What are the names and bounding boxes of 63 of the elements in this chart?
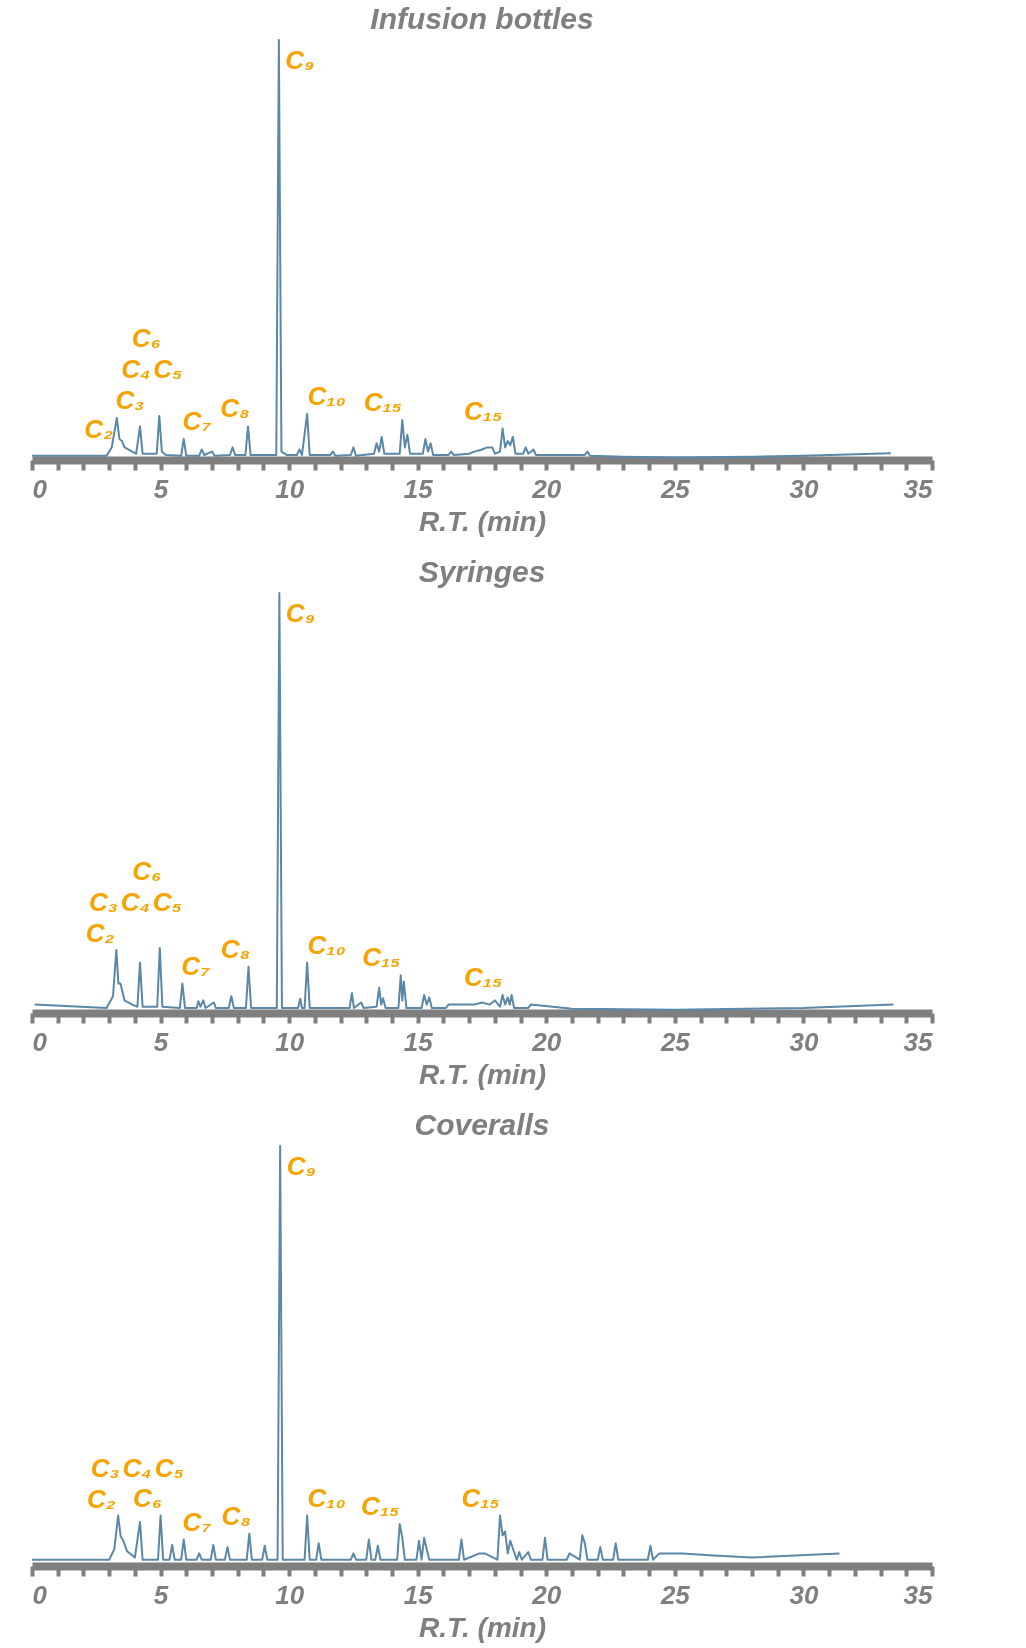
x-tick-label: 5 — [153, 1026, 169, 1057]
annotation: C₁₅ — [361, 1491, 400, 1521]
annotation: C₅ — [152, 887, 182, 917]
annotation: C₈ — [221, 1500, 251, 1531]
chart-title: Coveralls — [414, 1108, 550, 1141]
x-tick-label: 20 — [531, 1026, 562, 1057]
annotation: C₆ — [133, 1482, 163, 1513]
x-tick-label: 15 — [403, 1579, 434, 1610]
annotation: C₇ — [181, 950, 211, 981]
annotation: C₁₀ — [307, 1482, 346, 1513]
x-tick-label: 30 — [789, 473, 819, 504]
x-tick-label: 10 — [275, 473, 305, 504]
annotation: C₄ — [121, 354, 151, 384]
annotation: C₇ — [182, 1506, 212, 1537]
x-tick-label: 0 — [32, 1026, 48, 1057]
x-tick-label: 35 — [903, 473, 934, 504]
chart-title: Syringes — [418, 555, 546, 588]
x-tick-label: 25 — [659, 473, 691, 504]
annotation: C₂ — [86, 1483, 116, 1514]
annotation: C₉ — [286, 1151, 316, 1181]
annotation: C₁₅ — [463, 961, 503, 992]
x-tick-label: 10 — [275, 1579, 305, 1610]
x-axis-title: R.T. (min) — [418, 1058, 547, 1090]
annotation: C₈ — [220, 393, 250, 424]
x-axis-title: R.T. (min) — [418, 505, 547, 537]
x-axis-title: R.T. (min) — [418, 1611, 547, 1643]
annotation: C₉ — [285, 598, 315, 628]
annotation: C₁₅ — [461, 1482, 500, 1513]
annotation: C₄ — [120, 887, 150, 917]
x-tick-label: 25 — [659, 1026, 691, 1057]
x-tick-label: 5 — [153, 473, 169, 504]
x-tick-label: 30 — [789, 1579, 819, 1610]
annotation: C₂ — [84, 414, 114, 445]
chart-title: Infusion bottles — [370, 2, 594, 35]
x-tick-label: 15 — [403, 1026, 434, 1057]
annotation: C₃ — [115, 385, 145, 415]
x-tick-label: 20 — [531, 1579, 562, 1610]
x-tick-label: 25 — [659, 1579, 691, 1610]
annotation: C₃ — [88, 887, 118, 917]
annotation: C₂ — [85, 918, 115, 948]
x-tick-label: 0 — [32, 473, 48, 504]
annotation: C₁₅ — [463, 395, 503, 426]
annotation: C₅ — [153, 354, 183, 384]
x-tick-label: 5 — [153, 1579, 169, 1610]
annotation: C₇ — [182, 406, 212, 436]
annotation: C₁₅ — [363, 387, 402, 418]
x-tick-label: 10 — [275, 1026, 305, 1057]
x-tick-label: 20 — [531, 473, 562, 504]
annotation: C₁₅ — [362, 942, 401, 973]
annotation: C₆ — [131, 323, 161, 353]
annotation: C₁₀ — [307, 380, 346, 411]
annotation: C₉ — [285, 45, 315, 75]
x-tick-label: 35 — [903, 1026, 934, 1057]
x-tick-label: 35 — [903, 1579, 934, 1610]
annotation: C₁₀ — [307, 929, 346, 960]
annotation: C₆ — [132, 856, 162, 886]
annotation: C₈ — [220, 933, 251, 964]
annotation: C₅ — [154, 1452, 184, 1483]
x-tick-label: 30 — [789, 1026, 819, 1057]
x-tick-label: 15 — [403, 473, 434, 504]
annotation: C₃ — [90, 1452, 120, 1483]
annotation: C₄ — [122, 1452, 152, 1483]
x-tick-label: 0 — [32, 1579, 48, 1610]
